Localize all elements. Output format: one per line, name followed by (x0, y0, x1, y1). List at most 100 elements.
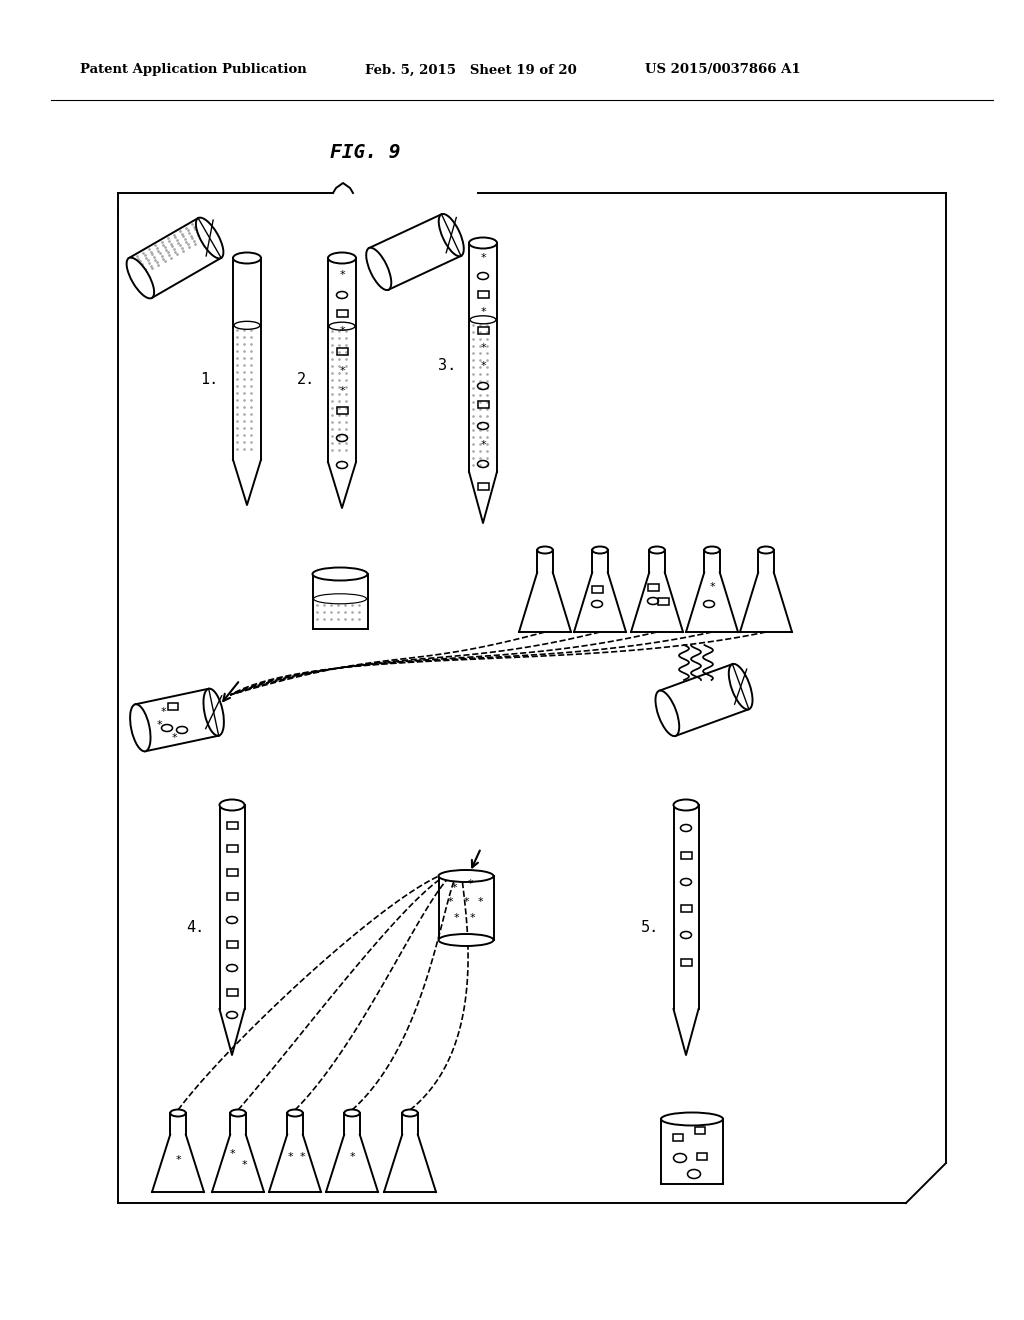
Polygon shape (369, 214, 461, 290)
Bar (681, 958, 691, 965)
Ellipse shape (367, 248, 391, 290)
Ellipse shape (592, 546, 608, 553)
Bar (226, 892, 238, 899)
Polygon shape (438, 876, 494, 940)
Text: *: * (175, 1155, 181, 1166)
Ellipse shape (219, 800, 245, 810)
Ellipse shape (469, 238, 497, 248)
Polygon shape (705, 550, 720, 573)
Ellipse shape (130, 705, 151, 751)
Text: 1.: 1. (200, 372, 218, 388)
Bar (681, 904, 691, 912)
Polygon shape (659, 664, 749, 735)
Text: *: * (463, 898, 469, 907)
Polygon shape (649, 550, 665, 573)
Bar (477, 326, 488, 334)
Text: *: * (242, 1160, 247, 1170)
Bar (592, 586, 602, 593)
Text: *: * (480, 343, 485, 352)
Text: *: * (452, 883, 457, 894)
Polygon shape (170, 1113, 185, 1135)
Bar (477, 483, 488, 490)
Bar (477, 290, 488, 297)
Bar (226, 821, 238, 829)
Text: *: * (339, 366, 345, 376)
Polygon shape (230, 1113, 246, 1135)
Text: *: * (710, 582, 715, 591)
Polygon shape (592, 550, 608, 573)
Text: *: * (480, 308, 485, 317)
Bar (337, 407, 347, 413)
Bar (647, 583, 658, 590)
Ellipse shape (538, 546, 553, 553)
Text: *: * (171, 733, 177, 743)
Polygon shape (312, 574, 368, 630)
Text: *: * (467, 879, 473, 888)
Bar (681, 851, 691, 858)
Text: *: * (447, 898, 453, 907)
Text: *: * (287, 1152, 293, 1162)
Polygon shape (519, 573, 571, 632)
Ellipse shape (705, 546, 720, 553)
Bar (337, 347, 347, 355)
Bar (226, 869, 238, 875)
Polygon shape (538, 550, 553, 573)
Text: *: * (160, 708, 166, 717)
Polygon shape (674, 805, 698, 1055)
Bar (657, 598, 669, 605)
Polygon shape (219, 805, 245, 1055)
Bar (168, 702, 178, 710)
Text: *: * (454, 913, 459, 923)
Polygon shape (631, 573, 683, 632)
Polygon shape (233, 257, 261, 506)
Polygon shape (152, 1135, 204, 1192)
Text: US 2015/0037866 A1: US 2015/0037866 A1 (645, 63, 801, 77)
Text: *: * (469, 913, 475, 923)
Ellipse shape (196, 218, 223, 259)
Ellipse shape (662, 1113, 723, 1126)
Bar (695, 1126, 705, 1134)
Text: *: * (157, 719, 162, 730)
Ellipse shape (402, 1110, 418, 1117)
Text: 2.: 2. (297, 372, 315, 388)
Ellipse shape (655, 690, 679, 737)
Ellipse shape (674, 800, 698, 810)
Text: *: * (480, 360, 485, 371)
Bar (226, 845, 238, 851)
Text: *: * (480, 253, 485, 263)
Bar (226, 989, 238, 995)
Polygon shape (344, 1113, 359, 1135)
Text: 5.: 5. (641, 920, 659, 936)
Ellipse shape (230, 1110, 246, 1117)
Ellipse shape (170, 1110, 185, 1117)
Polygon shape (328, 257, 356, 508)
Text: *: * (339, 271, 345, 280)
Polygon shape (212, 1135, 264, 1192)
Polygon shape (269, 1135, 321, 1192)
Text: *: * (229, 1148, 234, 1159)
Ellipse shape (649, 546, 665, 553)
Polygon shape (384, 1135, 436, 1192)
Ellipse shape (438, 870, 494, 882)
Ellipse shape (312, 568, 368, 581)
Polygon shape (686, 573, 738, 632)
Polygon shape (574, 573, 626, 632)
Text: *: * (339, 385, 345, 396)
Text: *: * (349, 1152, 354, 1162)
Bar (226, 940, 238, 948)
Bar (697, 1152, 707, 1159)
Polygon shape (402, 1113, 418, 1135)
Ellipse shape (758, 546, 774, 553)
Text: Patent Application Publication: Patent Application Publication (80, 63, 307, 77)
Bar (337, 309, 347, 317)
Ellipse shape (328, 252, 356, 264)
Polygon shape (469, 243, 497, 523)
Polygon shape (129, 218, 221, 298)
Ellipse shape (344, 1110, 359, 1117)
Polygon shape (758, 550, 774, 573)
Text: 3.: 3. (438, 358, 457, 372)
Ellipse shape (204, 689, 224, 735)
Ellipse shape (287, 1110, 303, 1117)
Text: *: * (299, 1152, 305, 1162)
Polygon shape (326, 1135, 378, 1192)
